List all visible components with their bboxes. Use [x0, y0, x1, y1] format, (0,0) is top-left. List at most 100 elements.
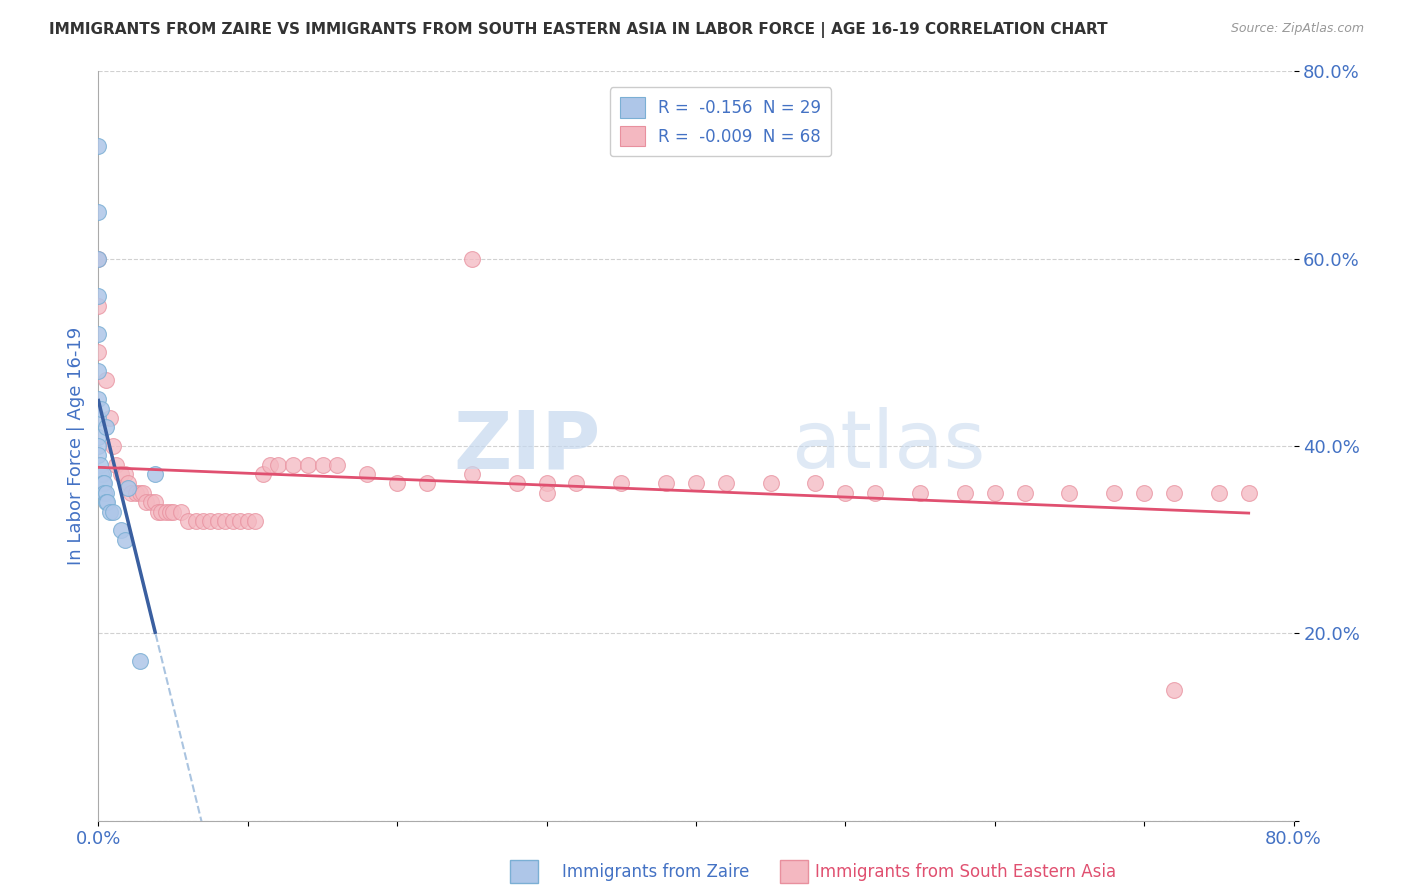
Point: [1163, 682, 1185, 697]
Point: [87, 430, 110, 444]
Point: [252, 467, 274, 482]
Point: [117, 476, 139, 491]
Text: Source: ZipAtlas.com: Source: ZipAtlas.com: [1230, 22, 1364, 36]
Point: [191, 514, 214, 528]
Point: [87, 392, 110, 407]
Point: [87, 345, 110, 359]
Point: [326, 458, 349, 472]
Point: [87, 289, 110, 303]
Point: [87, 449, 110, 463]
Point: [135, 495, 157, 509]
Point: [129, 486, 152, 500]
Point: [103, 505, 125, 519]
Point: [90, 401, 112, 416]
Point: [565, 476, 588, 491]
Point: [461, 467, 484, 482]
Point: [953, 486, 976, 500]
Point: [1163, 486, 1185, 500]
Point: [125, 486, 148, 500]
Point: [214, 514, 236, 528]
Point: [114, 467, 136, 482]
Point: [229, 514, 252, 528]
Point: [87, 326, 110, 341]
Point: [94, 495, 117, 509]
Point: [385, 476, 409, 491]
Point: [834, 486, 856, 500]
Text: Immigrants from South Eastern Asia: Immigrants from South Eastern Asia: [815, 863, 1116, 881]
Point: [87, 252, 110, 266]
Y-axis label: In Labor Force | Age 16-19: In Labor Force | Age 16-19: [66, 326, 84, 566]
Point: [222, 514, 245, 528]
Point: [714, 476, 737, 491]
Point: [1014, 486, 1036, 500]
Point: [143, 467, 166, 482]
Point: [98, 411, 122, 425]
Text: IMMIGRANTS FROM ZAIRE VS IMMIGRANTS FROM SOUTH EASTERN ASIA IN LABOR FORCE | AGE: IMMIGRANTS FROM ZAIRE VS IMMIGRANTS FROM…: [49, 22, 1108, 38]
Point: [120, 486, 142, 500]
Point: [87, 298, 110, 313]
Point: [1059, 486, 1081, 500]
Point: [90, 467, 112, 482]
Point: [207, 514, 229, 528]
Point: [655, 476, 678, 491]
Point: [87, 364, 110, 378]
Point: [461, 252, 484, 266]
Point: [416, 476, 439, 491]
Point: [200, 514, 222, 528]
Point: [110, 467, 132, 482]
Point: [536, 486, 558, 500]
Point: [311, 458, 333, 472]
Point: [87, 411, 110, 425]
Point: [685, 476, 707, 491]
Point: [143, 495, 166, 509]
Point: [148, 505, 170, 519]
Point: [267, 458, 290, 472]
Legend: R =  -0.156  N = 29, R =  -0.009  N = 68: R = -0.156 N = 29, R = -0.009 N = 68: [610, 87, 831, 156]
Point: [610, 476, 633, 491]
Point: [91, 476, 114, 491]
Point: [87, 439, 110, 453]
Text: Immigrants from Zaire: Immigrants from Zaire: [562, 863, 749, 881]
Point: [245, 514, 267, 528]
Point: [94, 486, 117, 500]
Point: [169, 505, 191, 519]
Point: [93, 486, 115, 500]
Point: [139, 495, 162, 509]
Point: [865, 486, 887, 500]
Point: [536, 476, 558, 491]
Point: [184, 514, 207, 528]
Point: [91, 467, 114, 482]
Point: [759, 476, 782, 491]
Point: [1133, 486, 1156, 500]
Point: [150, 505, 173, 519]
Point: [1208, 486, 1230, 500]
Point: [110, 524, 132, 538]
Point: [236, 514, 259, 528]
Point: [96, 495, 118, 509]
Point: [908, 486, 931, 500]
Point: [259, 458, 281, 472]
Point: [506, 476, 529, 491]
Text: ZIP: ZIP: [453, 407, 600, 485]
Point: [93, 476, 115, 491]
Point: [103, 439, 125, 453]
Point: [105, 458, 128, 472]
Point: [984, 486, 1007, 500]
Point: [87, 139, 110, 153]
Point: [281, 458, 304, 472]
Point: [804, 476, 827, 491]
Point: [89, 458, 111, 472]
Point: [356, 467, 378, 482]
Point: [94, 374, 117, 388]
Point: [129, 655, 152, 669]
Point: [117, 481, 139, 495]
Point: [159, 505, 181, 519]
Point: [132, 486, 155, 500]
Point: [297, 458, 319, 472]
Point: [87, 252, 110, 266]
Point: [94, 420, 117, 434]
Point: [98, 505, 122, 519]
Point: [162, 505, 184, 519]
Point: [87, 205, 110, 219]
Text: atlas: atlas: [792, 407, 986, 485]
